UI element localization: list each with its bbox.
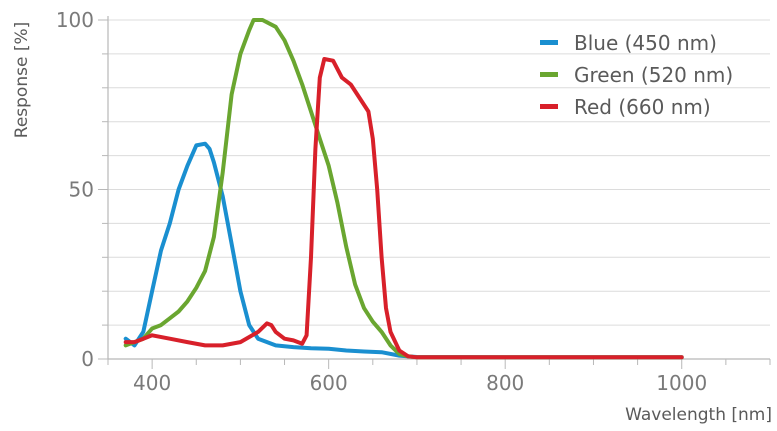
x-tick-label: 800 [486, 371, 524, 395]
x-tick-label: 1000 [656, 371, 707, 395]
legend-label: Red (660 nm) [574, 95, 711, 119]
legend: Blue (450 nm) Green (520 nm) Red (660 nm) [540, 31, 733, 119]
legend-label: Blue (450 nm) [574, 31, 717, 55]
series-line-2 [123, 57, 684, 360]
y-tick-label: 50 [69, 178, 94, 202]
series-line-1 [123, 18, 684, 360]
tick-labels: 0 50 100 400 600 800 1000 [56, 8, 707, 395]
y-tick-label: 0 [81, 347, 94, 371]
legend-swatch [540, 104, 558, 109]
legend-swatch [540, 72, 558, 77]
x-axis-label: Wavelength [nm] [625, 405, 772, 425]
legend-swatch [540, 40, 558, 45]
legend-label: Green (520 nm) [574, 63, 733, 87]
series-lines [123, 18, 684, 360]
x-tick-label: 600 [310, 371, 348, 395]
series-line-0 [123, 141, 684, 360]
y-axis-label: Response [%] [12, 22, 32, 138]
x-tick-label: 400 [133, 371, 171, 395]
grid [108, 19, 770, 326]
y-tick-label: 100 [56, 8, 94, 32]
